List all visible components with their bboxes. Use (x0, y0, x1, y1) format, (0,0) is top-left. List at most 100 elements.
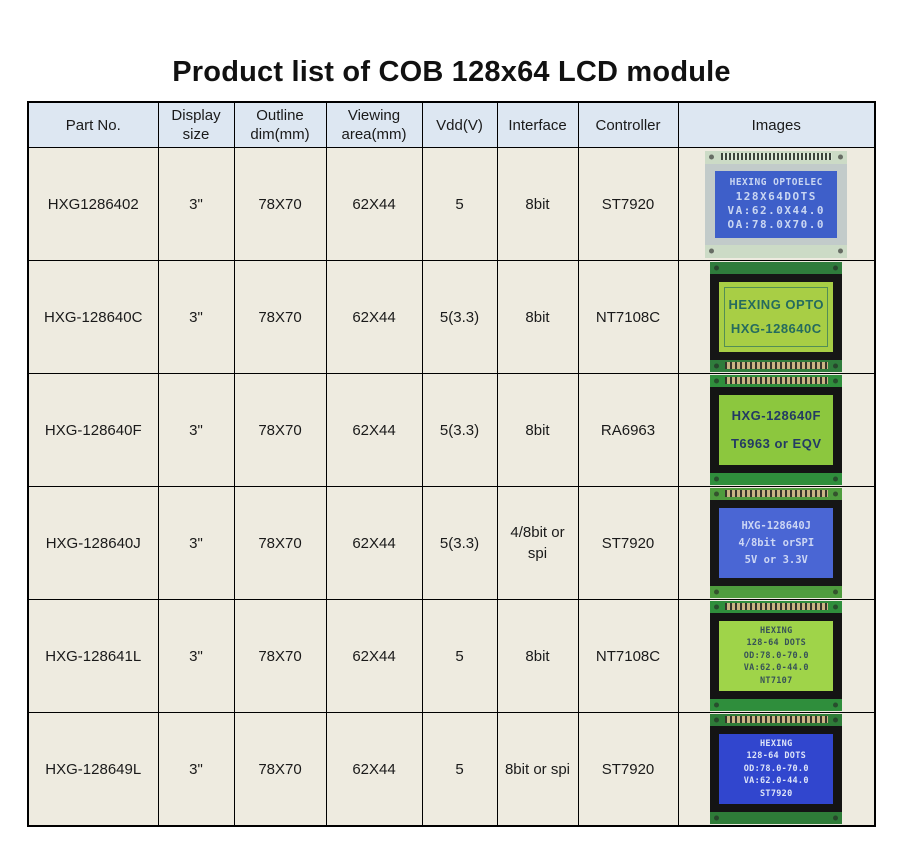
lcd-screen-text: 4/8bit orSPI (738, 536, 815, 549)
lcd-bezel: HEXING 128-64 DOTS OD:78.0-70.0 VA:62.0-… (710, 613, 843, 699)
vdd-cell: 5(3.3) (421, 373, 498, 487)
lcd-pcb-bottom (705, 244, 848, 258)
outline-dim-cell: 78X70 (233, 712, 327, 827)
controller-cell: RA6963 (577, 373, 679, 487)
controller-cell: ST7920 (577, 486, 679, 600)
interface-cell: 4/8bit or spi (496, 486, 579, 600)
interface-cell: 8bit (496, 147, 579, 261)
column-header-display-size: Display size (157, 101, 235, 148)
lcd-pcb-top (710, 488, 843, 500)
lcd-bezel: HEXING OPTOELEC 128X64DOTS VA:62.0X44.0 … (705, 163, 848, 245)
lcd-bezel: HEXING OPTO HXG-128640C (710, 274, 843, 360)
display-size-cell: 3" (157, 260, 235, 374)
viewing-area-cell: 62X44 (325, 373, 423, 487)
table-row: HXG-128641L 3" 78X70 62X44 5 8bit NT7108… (27, 599, 876, 713)
lcd-screen-text: HXG-128640J (741, 519, 812, 532)
lcd-pcb-top (710, 714, 843, 726)
viewing-area-cell: 62X44 (325, 599, 423, 713)
lcd-pcb-top (710, 375, 843, 387)
header-row: Part No. Display size Outline dim(mm) View… (27, 101, 876, 148)
lcd-bezel: HEXING 128-64 DOTS OD:78.0-70.0 VA:62.0-… (710, 726, 843, 812)
display-size-cell: 3" (157, 712, 235, 827)
lcd-screen-text: 128-64 DOTS (746, 638, 807, 649)
product-table: Part No. Display size Outline dim(mm) View… (27, 101, 876, 827)
outline-dim-cell: 78X70 (233, 373, 327, 487)
lcd-pin-header (724, 490, 828, 497)
lcd-pcb-bottom (710, 360, 843, 372)
lcd-screen-text: HXG-128640C (730, 321, 822, 336)
lcd-screen-text: VA:62.0X44.0 (727, 204, 825, 217)
lcd-screen-text: ST7920 (759, 788, 793, 799)
lcd-screen-text: NT7107 (759, 675, 793, 686)
lcd-pcb-bottom (710, 473, 843, 485)
lcd-module-photo: HEXING 128-64 DOTS OD:78.0-70.0 VA:62.0-… (710, 601, 843, 711)
images-cell: HEXING 128-64 DOTS OD:78.0-70.0 VA:62.0-… (677, 599, 876, 713)
column-header-viewing-area: Viewing area(mm) (325, 101, 423, 148)
images-cell: HEXING OPTO HXG-128640C (677, 260, 876, 374)
interface-cell: 8bit (496, 260, 579, 374)
lcd-screen-text: HEXING (759, 625, 793, 636)
column-header-interface: Interface (496, 101, 579, 148)
vdd-cell: 5 (421, 599, 498, 713)
lcd-screen: HXG-128640J 4/8bit orSPI 5V or 3.3V (719, 508, 834, 578)
lcd-pin-header (720, 152, 832, 160)
lcd-module-photo: HXG-128640F T6963 or EQV (710, 375, 843, 485)
column-header-controller: Controller (577, 101, 679, 148)
lcd-pcb-top (710, 601, 843, 613)
lcd-module-photo: HEXING OPTO HXG-128640C (710, 262, 843, 372)
images-cell: HXG-128640F T6963 or EQV (677, 373, 876, 487)
lcd-module-photo: HEXING OPTOELEC 128X64DOTS VA:62.0X44.0 … (705, 150, 848, 258)
lcd-bezel: HXG-128640J 4/8bit orSPI 5V or 3.3V (710, 500, 843, 586)
table-row: HXG1286402 3" 78X70 62X44 5 8bit ST7920 … (27, 147, 876, 261)
part-no-cell: HXG-128640J (27, 486, 159, 600)
part-no-cell: HXG-128640F (27, 373, 159, 487)
display-size-cell: 3" (157, 147, 235, 261)
lcd-screen: HEXING OPTO HXG-128640C (719, 282, 834, 352)
lcd-screen: HEXING 128-64 DOTS OD:78.0-70.0 VA:62.0-… (719, 734, 834, 804)
lcd-pcb-top (710, 262, 843, 274)
column-header-vdd: Vdd(V) (421, 101, 498, 148)
lcd-screen-text: HXG-128640F (731, 408, 821, 424)
outline-dim-cell: 78X70 (233, 486, 327, 600)
lcd-screen-text: OD:78.0-70.0 (743, 763, 809, 774)
lcd-screen-text: HEXING OPTOELEC (729, 177, 823, 188)
part-no-cell: HXG-128640C (27, 260, 159, 374)
display-size-cell: 3" (157, 599, 235, 713)
lcd-screen-text: VA:62.0-44.0 (743, 776, 809, 787)
lcd-screen: HEXING 128-64 DOTS OD:78.0-70.0 VA:62.0-… (719, 621, 834, 691)
outline-dim-cell: 78X70 (233, 147, 327, 261)
page-title: Product list of COB 128x64 LCD module (172, 56, 731, 88)
table-row: HXG-128640F 3" 78X70 62X44 5(3.3) 8bit R… (27, 373, 876, 487)
lcd-pin-header (724, 362, 828, 369)
lcd-module-photo: HEXING 128-64 DOTS OD:78.0-70.0 VA:62.0-… (710, 714, 843, 824)
viewing-area-cell: 62X44 (325, 260, 423, 374)
lcd-pin-header (724, 603, 828, 610)
vdd-cell: 5 (421, 712, 498, 827)
table-row: HXG-128640J 3" 78X70 62X44 5(3.3) 4/8bit… (27, 486, 876, 600)
lcd-screen-text: VA:62.0-44.0 (743, 663, 809, 674)
lcd-pin-header (724, 377, 828, 384)
lcd-module-photo: HXG-128640J 4/8bit orSPI 5V or 3.3V (710, 488, 843, 598)
vdd-cell: 5 (421, 147, 498, 261)
lcd-screen-text: HEXING OPTO (728, 297, 825, 312)
lcd-screen-text: 128X64DOTS (735, 190, 817, 203)
lcd-pcb-top (705, 150, 848, 164)
outline-dim-cell: 78X70 (233, 260, 327, 374)
interface-cell: 8bit (496, 599, 579, 713)
viewing-area-cell: 62X44 (325, 486, 423, 600)
column-header-images: Images (677, 101, 876, 148)
lcd-screen: HXG-128640F T6963 or EQV (719, 395, 834, 465)
table-row: HXG-128640C 3" 78X70 62X44 5(3.3) 8bit N… (27, 260, 876, 374)
images-cell: HEXING 128-64 DOTS OD:78.0-70.0 VA:62.0-… (677, 712, 876, 827)
controller-cell: ST7920 (577, 712, 679, 827)
lcd-pcb-bottom (710, 812, 843, 824)
controller-cell: NT7108C (577, 599, 679, 713)
display-size-cell: 3" (157, 486, 235, 600)
column-header-outline-dim: Outline dim(mm) (233, 101, 327, 148)
lcd-pcb-bottom (710, 586, 843, 598)
lcd-screen-text: OD:78.0-70.0 (743, 650, 809, 661)
lcd-screen-text: OA:78.0X70.0 (727, 218, 825, 231)
outline-dim-cell: 78X70 (233, 599, 327, 713)
lcd-screen-text: 5V or 3.3V (744, 553, 808, 566)
lcd-pcb-bottom (710, 699, 843, 711)
